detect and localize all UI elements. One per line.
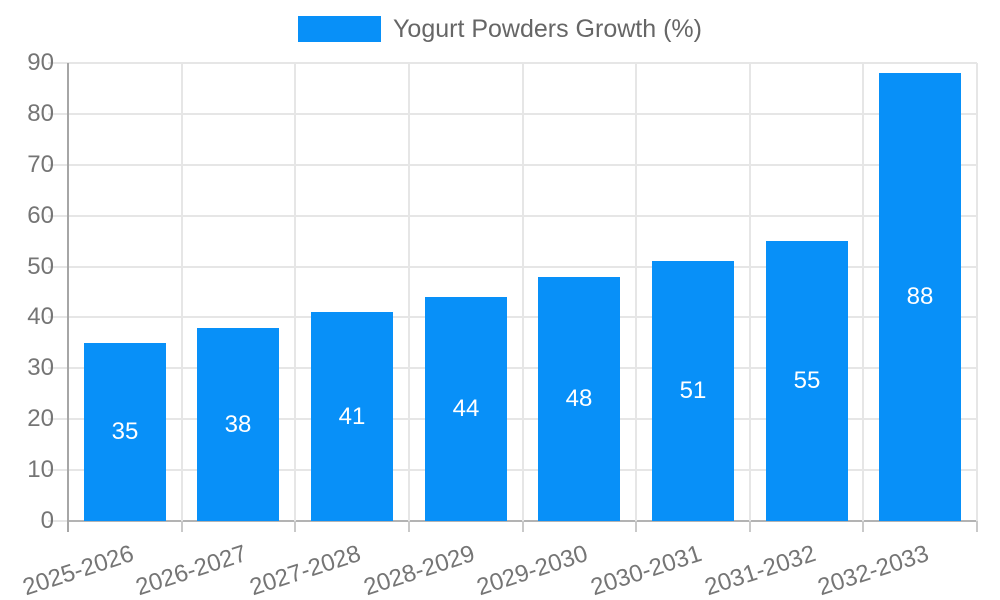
y-tick-label: 60	[27, 202, 54, 229]
y-tick-label: 50	[27, 253, 54, 280]
bar[interactable]: 88	[879, 73, 961, 521]
bar-value-label: 41	[338, 402, 366, 430]
legend-label: Yogurt Powders Growth (%)	[393, 15, 702, 43]
x-gridline	[294, 63, 296, 521]
x-gridline	[749, 63, 751, 521]
x-gridline	[862, 63, 864, 521]
y-tick-mark	[48, 520, 68, 522]
x-tick-mark	[635, 521, 637, 532]
bar[interactable]: 55	[766, 241, 848, 521]
x-gridline	[976, 63, 978, 521]
bar-value-label: 38	[224, 410, 252, 438]
bar[interactable]: 51	[652, 261, 734, 521]
bar-value-label: 55	[793, 367, 821, 394]
y-tick-mark	[48, 469, 68, 471]
x-gridline	[181, 63, 183, 521]
y-tick-mark	[48, 62, 68, 64]
bar-value-label: 51	[679, 377, 707, 404]
bar-value-label: 88	[906, 283, 934, 310]
y-tick-label: 40	[27, 303, 54, 330]
bar[interactable]: 48	[538, 277, 620, 521]
y-tick-mark	[48, 418, 68, 420]
y-tick-label: 30	[27, 354, 54, 381]
bar-value-label: 44	[452, 395, 480, 422]
y-tick-label: 10	[27, 456, 54, 483]
legend-swatch	[298, 16, 382, 42]
bar[interactable]: 38	[197, 328, 279, 521]
y-tick-label: 20	[27, 405, 54, 432]
x-tick-mark	[408, 521, 410, 532]
x-tick-mark	[862, 521, 864, 532]
x-gridline	[635, 63, 637, 521]
x-tick-mark	[749, 521, 751, 532]
bar[interactable]: 35	[84, 343, 166, 521]
y-tick-label: 90	[27, 49, 54, 76]
x-gridline	[408, 63, 410, 521]
y-tick-label: 0	[40, 507, 54, 534]
x-gridline	[522, 63, 524, 521]
y-axis-line	[67, 63, 69, 532]
y-tick-label: 80	[27, 100, 54, 127]
x-tick-mark	[976, 521, 978, 532]
x-tick-mark	[294, 521, 296, 532]
x-tick-mark	[522, 521, 524, 532]
x-tick-mark	[181, 521, 183, 532]
bar-value-label: 35	[111, 418, 139, 445]
y-tick-mark	[48, 266, 68, 268]
bar[interactable]: 41	[311, 312, 393, 521]
legend[interactable]: Yogurt Powders Growth (%)	[0, 15, 1000, 43]
bar[interactable]: 44	[425, 297, 507, 521]
y-tick-mark	[48, 316, 68, 318]
y-tick-mark	[48, 164, 68, 166]
y-tick-mark	[48, 113, 68, 115]
bar-value-label: 48	[565, 385, 593, 412]
y-tick-label: 70	[27, 151, 54, 178]
y-tick-mark	[48, 367, 68, 369]
y-tick-mark	[48, 215, 68, 217]
